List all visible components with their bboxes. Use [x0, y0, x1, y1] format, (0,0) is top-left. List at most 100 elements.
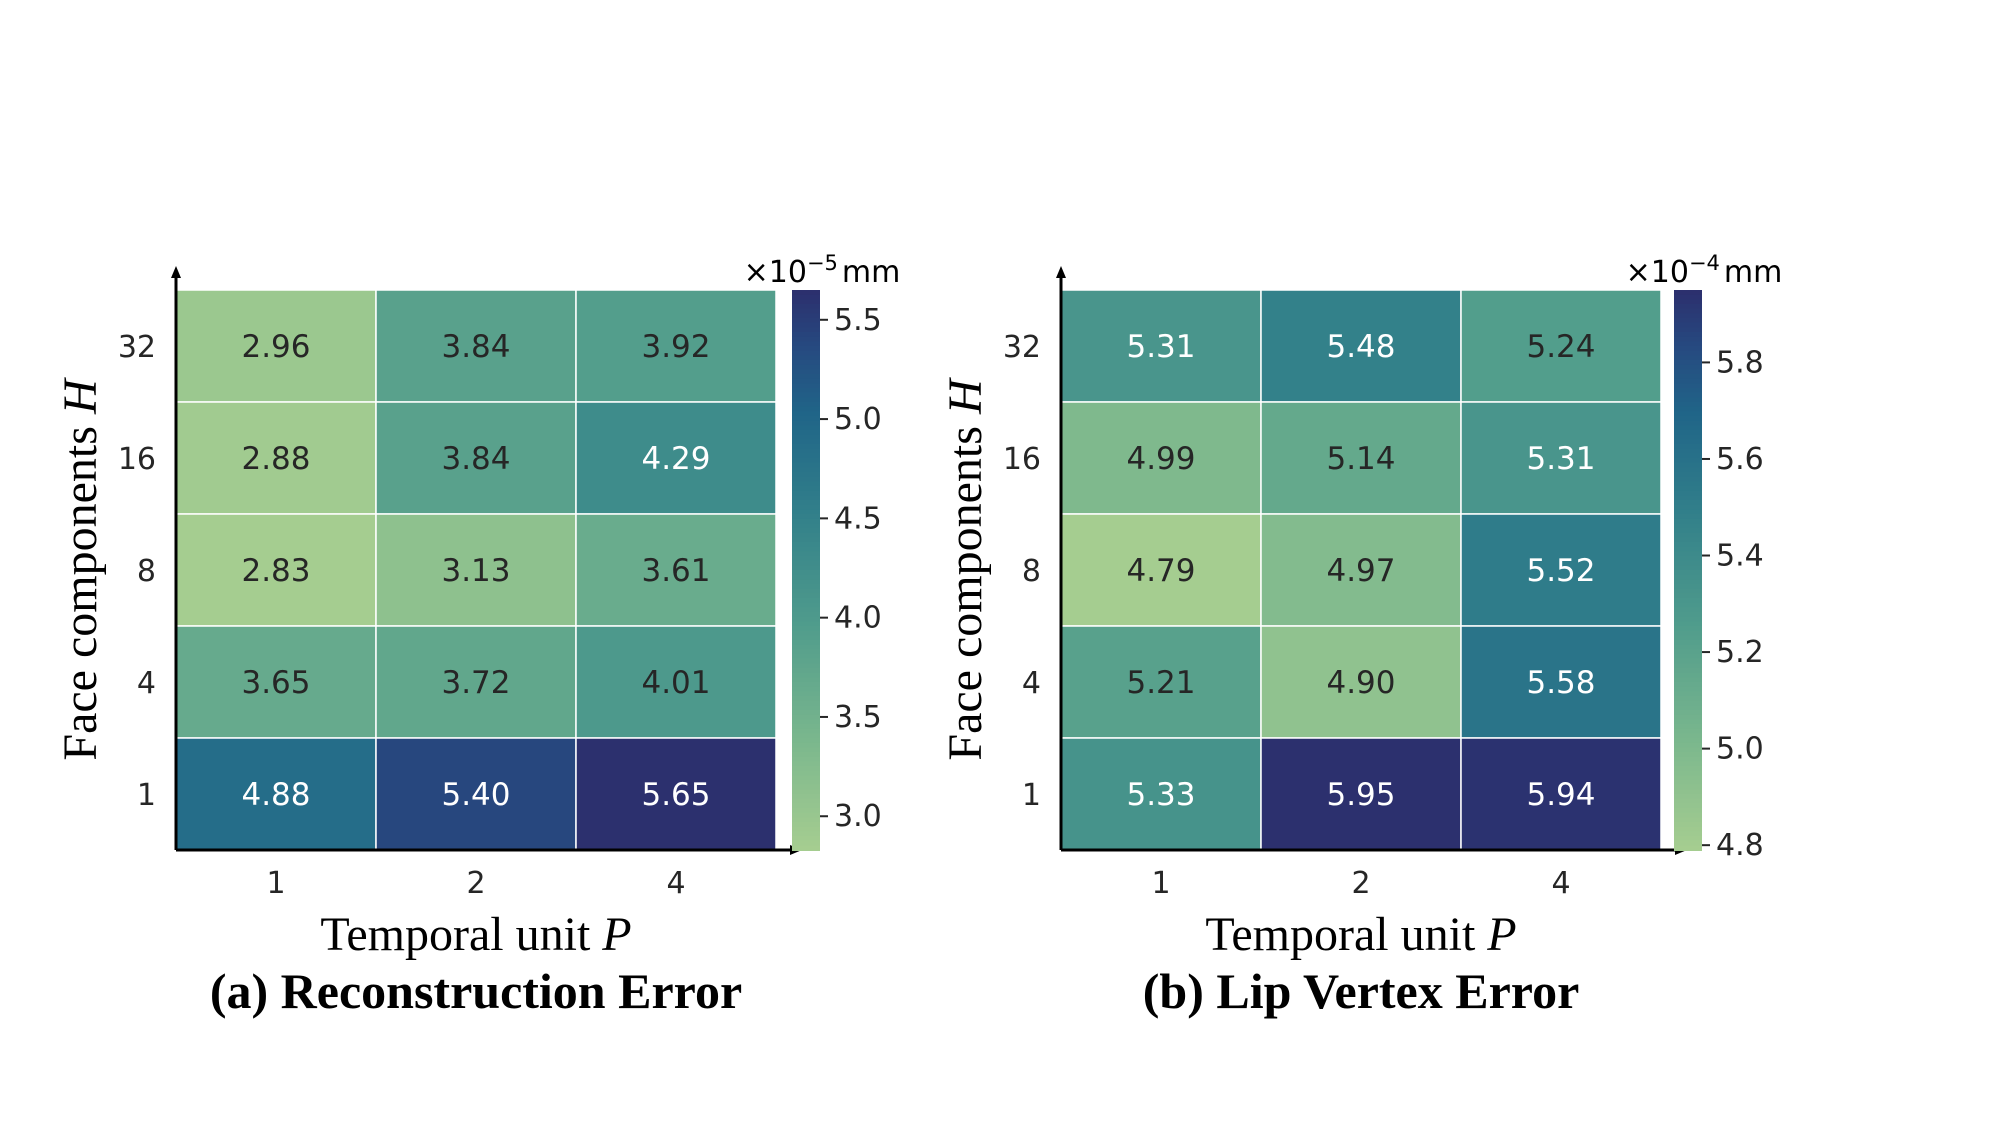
colorbar-segment [792, 458, 820, 464]
colorbar-segment [1674, 644, 1702, 651]
colorbar-segment [1674, 654, 1702, 660]
cell-value-label: 4.79 [1126, 553, 1195, 589]
colorbar-segment [792, 402, 820, 408]
colorbar-segment [792, 696, 820, 702]
colorbar-segment [792, 677, 820, 683]
colorbar-segment [792, 705, 820, 711]
cell-value-label: 2.96 [241, 329, 310, 365]
colorbar-segment [1674, 388, 1702, 394]
colorbar-segment [792, 658, 820, 665]
colorbar-segment [1674, 313, 1702, 319]
colorbar-segment [1674, 299, 1702, 305]
colorbar-segment [792, 514, 820, 520]
colorbar-segment [792, 350, 820, 357]
colorbar-segment [792, 780, 820, 786]
colorbar-segment [1674, 327, 1702, 333]
colorbar-segment [792, 649, 820, 655]
colorbar-tick-label: 5.5 [834, 303, 882, 338]
colorbar-segment [792, 462, 820, 469]
colorbar-segment [792, 299, 820, 305]
colorbar-segment [1674, 308, 1702, 315]
colorbar-segment [792, 691, 820, 697]
heatmap-panel-b: 5.31 5.48 5.244.99 5.14 5.314.79 4.97 5.525.21… [939, 251, 1782, 1019]
colorbar-segment [792, 621, 820, 627]
cell-value-label: 5.14 [1326, 441, 1395, 477]
colorbar-segment [792, 742, 820, 749]
colorbar-segment [1674, 640, 1702, 646]
cell-value-label: 5.33 [1126, 777, 1195, 813]
colorbar-unit-label: ×10−4 mm [1626, 251, 1783, 290]
heatmap-cell [1260, 513, 1462, 627]
colorbar-segment [1674, 532, 1702, 539]
colorbar-segment [1674, 416, 1702, 422]
colorbar-segment [1674, 570, 1702, 576]
colorbar-segment [1674, 542, 1702, 548]
colorbar-segment [1674, 425, 1702, 431]
colorbar-segment [792, 574, 820, 581]
colorbar-segment [1674, 458, 1702, 464]
colorbar-segment [1674, 602, 1702, 609]
colorbar-tick-label: 5.6 [1716, 442, 1764, 477]
colorbar-segment [792, 616, 820, 623]
colorbar-segment [792, 822, 820, 828]
colorbar-segment [792, 453, 820, 459]
colorbar-segment [1674, 556, 1702, 562]
cell-value-label: 5.31 [1526, 441, 1595, 477]
colorbar-segment [1674, 551, 1702, 557]
colorbar-segment [792, 542, 820, 548]
colorbar-segment [792, 439, 820, 445]
colorbar-tick-label: 5.4 [1716, 539, 1764, 574]
colorbar-segment [792, 341, 820, 347]
y-tick-label: 8 [137, 554, 156, 589]
colorbar-segment [1674, 598, 1702, 604]
colorbar-segment [1674, 472, 1702, 478]
colorbar-segment [1674, 500, 1702, 506]
colorbar-segment [1674, 504, 1702, 511]
colorbar-segment [1674, 490, 1702, 497]
colorbar-segment [792, 304, 820, 310]
colorbar-segment [792, 430, 820, 436]
colorbar-segment [792, 374, 820, 380]
colorbar-segment [792, 733, 820, 739]
colorbar-segment [1674, 537, 1702, 543]
colorbar-segment [1674, 845, 1702, 851]
colorbar-segment [792, 495, 820, 501]
cell-value-label: 3.61 [641, 553, 710, 589]
colorbar-segment [1674, 346, 1702, 352]
colorbar-segment [792, 812, 820, 819]
cell-value-label: 4.88 [241, 777, 310, 813]
colorbar-segment [792, 602, 820, 609]
colorbar-segment [792, 332, 820, 338]
colorbar-segment [1674, 495, 1702, 501]
colorbar-segment [1674, 836, 1702, 842]
colorbar-segment [1674, 621, 1702, 627]
x-tick-label: 1 [1151, 866, 1170, 901]
colorbar-segment [792, 378, 820, 385]
colorbar-segment [1674, 434, 1702, 441]
colorbar-segment [792, 808, 820, 814]
colorbar-segment [1674, 374, 1702, 380]
colorbar-segment [1674, 402, 1702, 408]
colorbar-segment [1674, 840, 1702, 847]
x-tick-label: 2 [1351, 866, 1370, 901]
colorbar-segment [1674, 826, 1702, 833]
heatmap-cell [375, 289, 577, 403]
colorbar-segment [1674, 686, 1702, 693]
colorbar-segment [792, 383, 820, 389]
x-tick-label: 2 [466, 866, 485, 901]
colorbar-segment [1674, 350, 1702, 357]
colorbar-segment [792, 612, 820, 618]
colorbar-segment [1674, 411, 1702, 417]
colorbar-segment [792, 360, 820, 366]
colorbar-segment [792, 686, 820, 693]
cell-value-label: 5.48 [1326, 329, 1395, 365]
heatmap-panel-a: 2.96 3.84 3.92 2.88 3.84 4.29 2.83 3.13 3.61 3.65… [54, 251, 900, 1019]
y-axis-title: Face components H [939, 377, 992, 761]
colorbar-segment [1674, 406, 1702, 413]
colorbar-segment [792, 434, 820, 441]
colorbar-segment [792, 738, 820, 744]
cell-value-label: 5.21 [1126, 665, 1195, 701]
colorbar-segment [792, 719, 820, 725]
colorbar-segment [1674, 364, 1702, 371]
